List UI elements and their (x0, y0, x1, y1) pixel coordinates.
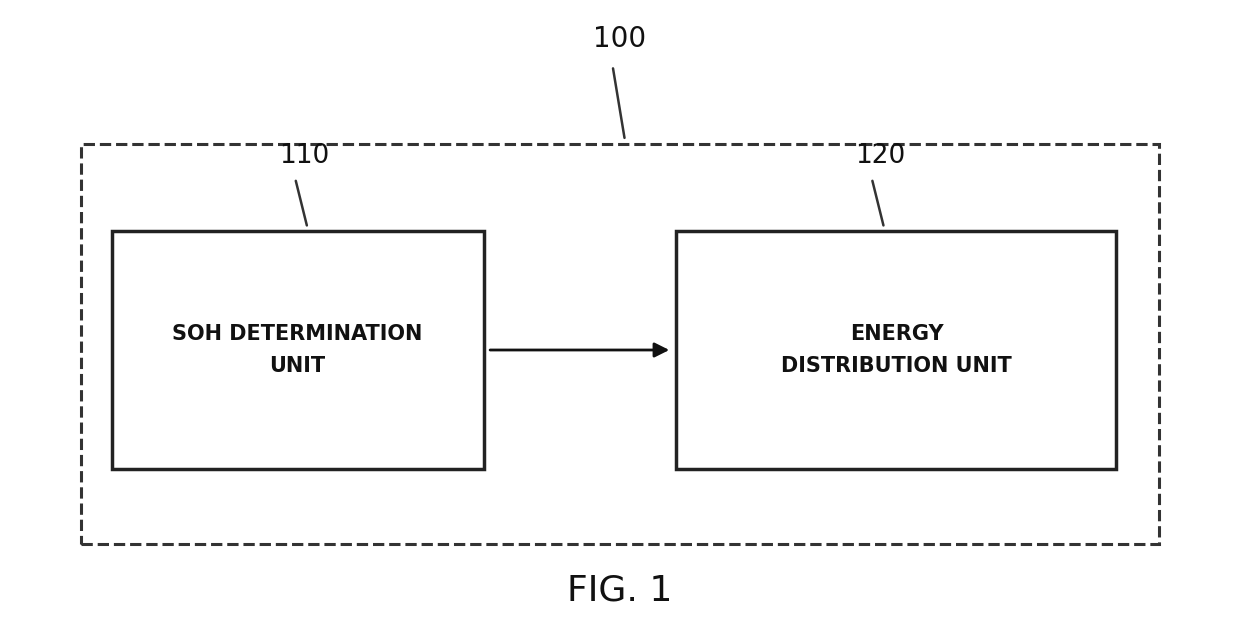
Text: SOH DETERMINATION
UNIT: SOH DETERMINATION UNIT (172, 324, 423, 376)
Bar (112, 231, 484, 469)
Text: 100: 100 (594, 25, 646, 53)
Text: 110: 110 (279, 142, 329, 169)
Text: FIG. 1: FIG. 1 (568, 574, 672, 608)
Text: ENERGY
DISTRIBUTION UNIT: ENERGY DISTRIBUTION UNIT (781, 324, 1012, 376)
Bar (676, 231, 1116, 469)
Text: 120: 120 (856, 142, 905, 169)
Bar (81, 144, 1159, 544)
